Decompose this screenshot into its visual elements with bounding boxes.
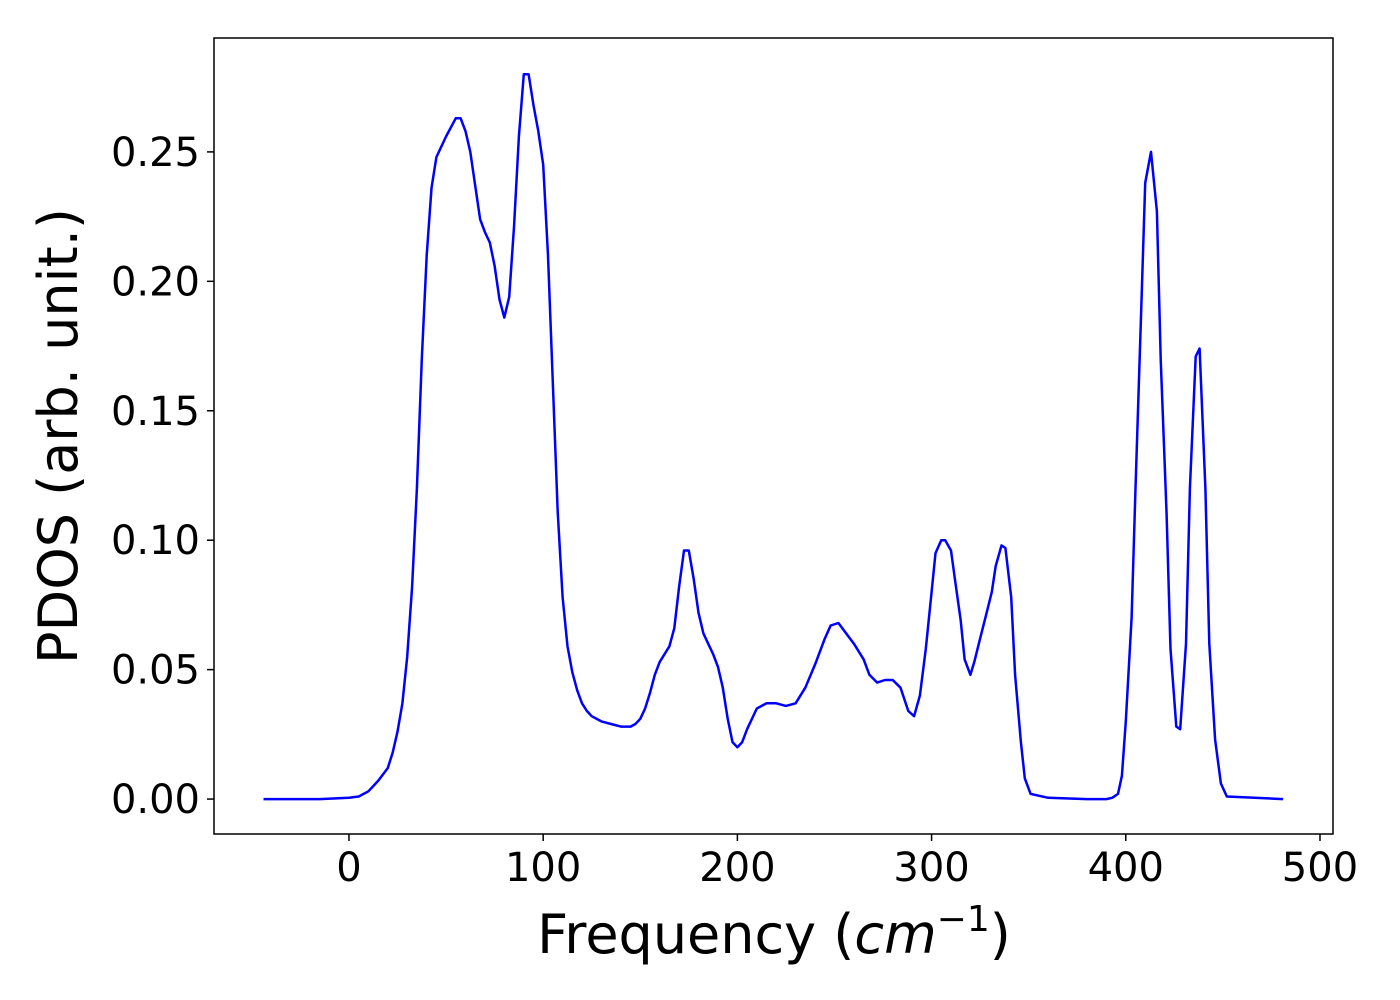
y-tick-label: 0.10: [111, 518, 200, 564]
x-tick-label: 500: [1282, 845, 1358, 891]
x-tick-label: 0: [336, 845, 361, 891]
data-line: [263, 72, 1284, 801]
y-tick-label: 0.25: [111, 130, 200, 176]
y-tick-label: 0.20: [111, 259, 200, 305]
x-label-part: cm: [854, 903, 936, 966]
x-label-part: Frequency (: [537, 903, 854, 966]
y-tick-label: 0.05: [111, 648, 200, 694]
x-tick-label: 100: [505, 845, 581, 891]
x-tick-label: 400: [1088, 845, 1164, 891]
plot-frame: [213, 37, 1334, 835]
y-tick-label: 0.00: [111, 777, 200, 823]
x-tick-label: 300: [893, 845, 969, 891]
x-axis-label: Frequency (cm−1): [537, 899, 1011, 966]
x-label-part: −1: [937, 899, 990, 940]
x-label-part: ): [990, 903, 1011, 966]
y-tick-label: 0.15: [111, 389, 200, 435]
y-axis-label: PDOS (arb. unit.): [27, 208, 90, 664]
x-tick-label: 200: [699, 845, 775, 891]
